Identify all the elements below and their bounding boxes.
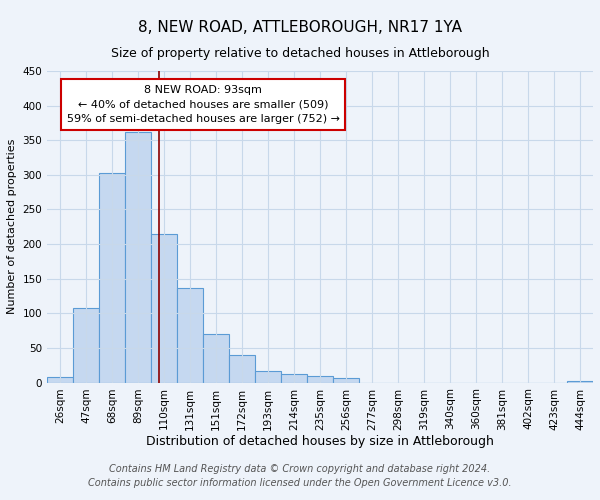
Bar: [125, 132, 151, 382]
X-axis label: Distribution of detached houses by size in Attleborough: Distribution of detached houses by size …: [146, 435, 494, 448]
Bar: [567, 381, 593, 382]
Bar: [333, 378, 359, 382]
Bar: [99, 174, 125, 382]
Bar: [307, 376, 333, 382]
Bar: [255, 372, 281, 382]
Bar: [47, 377, 73, 382]
Bar: [203, 334, 229, 382]
Bar: [229, 355, 255, 382]
Text: Contains HM Land Registry data © Crown copyright and database right 2024.
Contai: Contains HM Land Registry data © Crown c…: [88, 464, 512, 487]
Bar: [73, 308, 99, 382]
Bar: [177, 288, 203, 382]
Bar: [151, 234, 177, 382]
Y-axis label: Number of detached properties: Number of detached properties: [7, 139, 17, 314]
Text: 8, NEW ROAD, ATTLEBOROUGH, NR17 1YA: 8, NEW ROAD, ATTLEBOROUGH, NR17 1YA: [138, 20, 462, 35]
Text: 8 NEW ROAD: 93sqm
← 40% of detached houses are smaller (509)
59% of semi-detache: 8 NEW ROAD: 93sqm ← 40% of detached hous…: [67, 85, 340, 124]
Text: Size of property relative to detached houses in Attleborough: Size of property relative to detached ho…: [110, 48, 490, 60]
Bar: [281, 374, 307, 382]
